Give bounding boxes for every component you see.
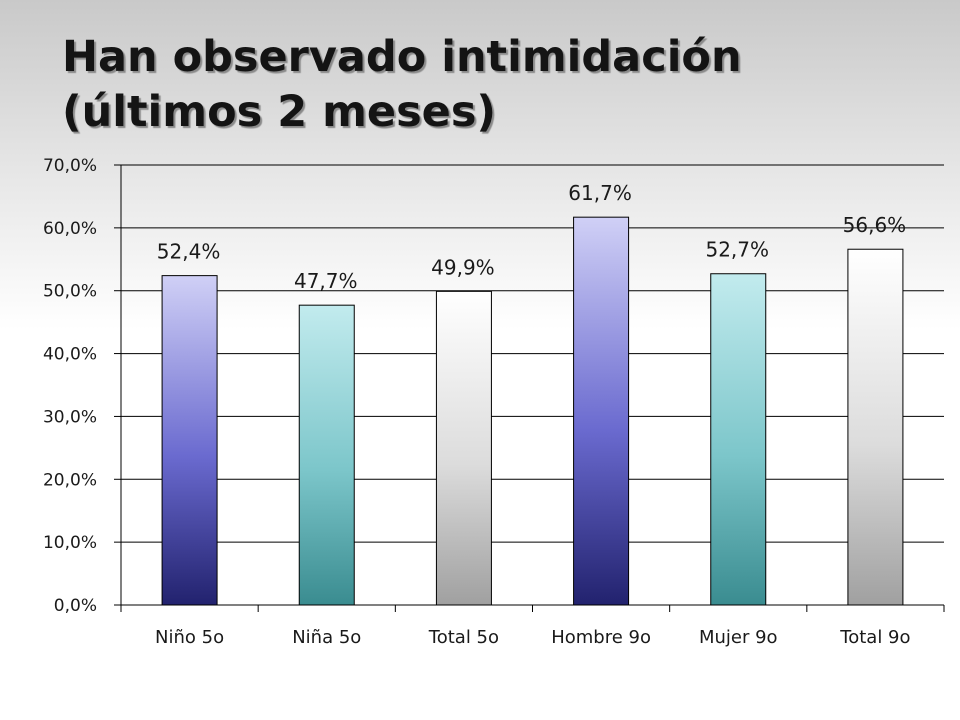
y-tick-label: 60,0% [43, 219, 97, 239]
bar [161, 275, 218, 606]
x-tick-label: Mujer 9o [699, 627, 778, 648]
y-tick-label: 40,0% [43, 345, 97, 365]
bar [435, 290, 492, 606]
data-label: 47,7% [294, 269, 358, 293]
data-label: 52,4% [157, 240, 221, 264]
y-tick-label: 50,0% [43, 282, 97, 302]
x-tick-label: Niño 5o [155, 627, 224, 648]
y-tick-label: 70,0% [43, 156, 97, 176]
data-label: 61,7% [568, 181, 632, 205]
data-label: 56,6% [843, 213, 907, 237]
y-tick-label: 10,0% [43, 533, 97, 553]
bar [847, 248, 904, 606]
x-tick-label: Niña 5o [292, 627, 361, 648]
bars [161, 216, 904, 606]
y-tick-label: 0,0% [54, 596, 97, 616]
bar [298, 304, 355, 606]
x-tick-label: Total 9o [839, 627, 910, 648]
bar [710, 273, 767, 606]
axes [114, 164, 945, 612]
chart-title-line-2: (últimos 2 meses) [62, 87, 497, 137]
chart-title-line-1: Han observado intimidación [62, 32, 742, 82]
y-tick-label: 20,0% [43, 470, 97, 490]
gridlines [121, 164, 944, 543]
x-tick-label: Total 5o [428, 627, 499, 648]
labels: 0,0% 10,0% 20,0% 30,0% 40,0% 50,0% 60,0% 70,0% 5… [43, 156, 911, 648]
x-tick-label: Hombre 9o [551, 627, 651, 648]
data-label: 49,9% [431, 255, 495, 279]
data-label: 52,7% [705, 238, 769, 262]
y-tick-label: 30,0% [43, 407, 97, 427]
chart-title: Han observado intimidación (últimos 2 me… [62, 30, 942, 140]
bar [573, 216, 630, 606]
